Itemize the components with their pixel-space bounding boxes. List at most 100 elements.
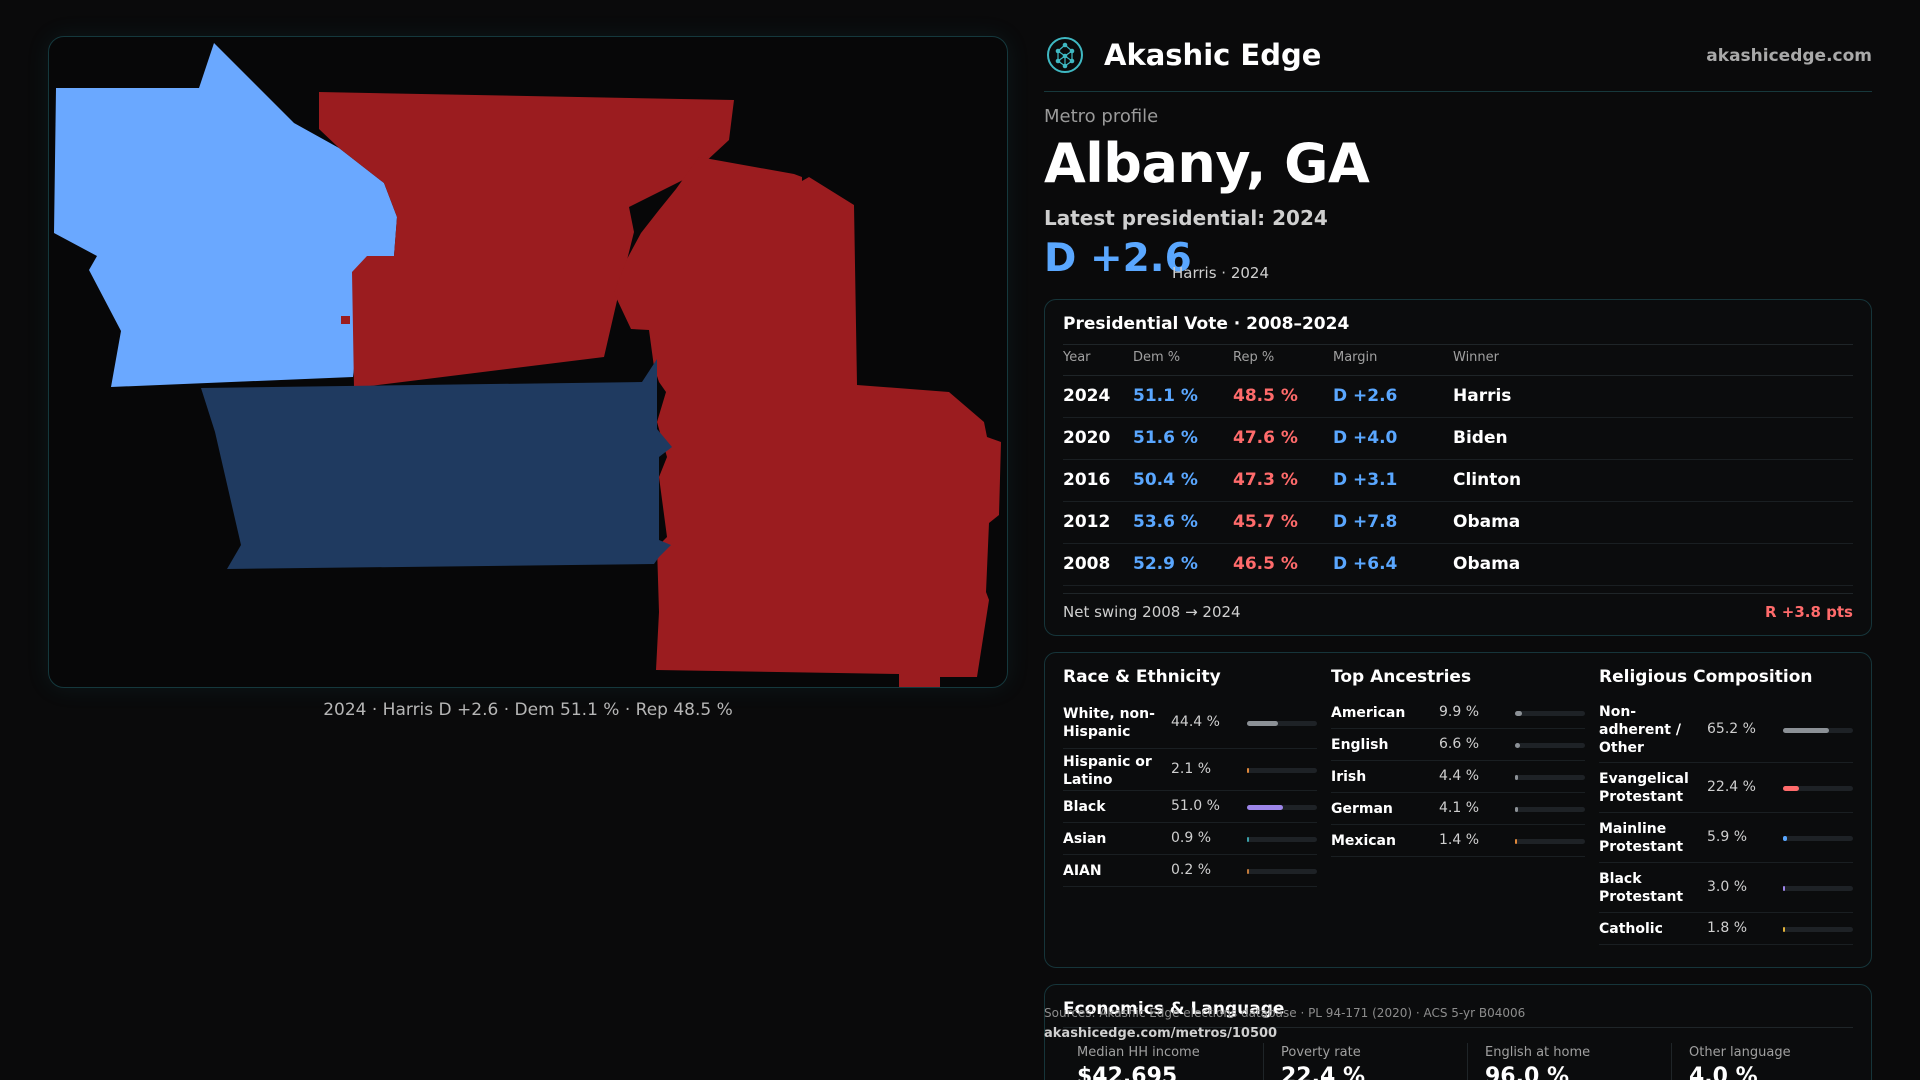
cell-dem: 53.6 % — [1133, 512, 1198, 532]
cell-rep: 47.3 % — [1233, 470, 1298, 490]
row-label: AIAN — [1063, 863, 1102, 879]
stat-value: 22.4 % — [1281, 1064, 1365, 1080]
row-percent: 1.4 % — [1439, 832, 1480, 848]
vote-table-header: Year Dem % Rep % Margin Winner — [1063, 350, 1853, 376]
table-row: 2020 51.6 % 47.6 % D +4.0 Biden — [1063, 418, 1853, 460]
economics-card: Economics & Language Median HH income $4… — [1044, 984, 1872, 1080]
race-title: Race & Ethnicity — [1063, 667, 1221, 687]
net-swing-value: R +3.8 pts — [1765, 603, 1853, 621]
latest-presidential-label: Latest presidential: 2024 — [1044, 206, 1328, 230]
bar-track — [1783, 728, 1853, 733]
bar-track — [1515, 775, 1585, 780]
row-label: Black Protestant — [1599, 871, 1684, 905]
bar-track — [1515, 839, 1585, 844]
cell-margin: D +3.1 — [1333, 470, 1398, 490]
bar-track — [1515, 743, 1585, 748]
stat-poverty-rate: Poverty rate 22.4 % — [1281, 1045, 1467, 1080]
list-item: Black 51.0 % — [1063, 791, 1317, 823]
table-row: 2012 53.6 % 45.7 % D +7.8 Obama — [1063, 502, 1853, 544]
col-header-winner: Winner — [1453, 350, 1500, 365]
cell-dem: 50.4 % — [1133, 470, 1198, 490]
bar-fill — [1783, 786, 1799, 791]
row-percent: 5.9 % — [1707, 829, 1748, 845]
row-label: Non-adherent / Other — [1599, 704, 1681, 756]
bar-fill — [1783, 886, 1786, 891]
cell-dem: 52.9 % — [1133, 554, 1198, 574]
row-percent: 2.1 % — [1171, 761, 1212, 777]
bar-fill — [1247, 805, 1283, 810]
county-northwest[interactable] — [54, 43, 397, 387]
cell-year: 2012 — [1063, 512, 1111, 532]
row-label: Black — [1063, 799, 1106, 815]
ancestry-list: American 9.9 % English 6.6 % Irish 4.4 % Germa… — [1331, 697, 1585, 857]
county-south[interactable] — [201, 359, 672, 569]
divider — [1263, 1043, 1264, 1080]
map-caption: 2024 · Harris D +2.6 · Dem 51.1 % · Rep … — [323, 700, 733, 720]
cell-year: 2016 — [1063, 470, 1111, 490]
county-map-svg — [54, 43, 1001, 687]
brand-url-link[interactable]: akashicedge.com — [1706, 46, 1872, 66]
profile-eyebrow: Metro profile — [1044, 106, 1159, 127]
bar-fill — [1783, 836, 1788, 841]
list-item: English 6.6 % — [1331, 729, 1585, 761]
demographics-card: Race & Ethnicity White, non-Hispanic 44.4… — [1044, 652, 1872, 968]
religion-title: Religious Composition — [1599, 667, 1813, 687]
cell-winner: Obama — [1453, 554, 1521, 574]
bar-fill — [1515, 807, 1518, 812]
bar-track — [1247, 869, 1317, 874]
row-percent: 1.8 % — [1707, 920, 1748, 936]
row-percent: 65.2 % — [1707, 721, 1756, 737]
stat-other-language: Other language 4.0 % — [1689, 1045, 1875, 1080]
col-header-dem: Dem % — [1133, 350, 1181, 365]
bar-track — [1783, 786, 1853, 791]
page-title: Albany, GA — [1044, 132, 1370, 195]
row-label: Irish — [1331, 769, 1367, 785]
religion-section: Religious Composition Non-adherent / Oth… — [1599, 667, 1853, 945]
row-label: American — [1331, 705, 1406, 721]
county-east[interactable] — [614, 157, 1001, 687]
cell-margin: D +6.4 — [1333, 554, 1398, 574]
bar-track — [1783, 886, 1853, 891]
list-item: Irish 4.4 % — [1331, 761, 1585, 793]
bar-track — [1247, 837, 1317, 842]
col-header-margin: Margin — [1333, 350, 1378, 365]
list-item: Asian 0.9 % — [1063, 823, 1317, 855]
cell-winner: Harris — [1453, 386, 1512, 406]
stat-value: 4.0 % — [1689, 1064, 1758, 1080]
list-item: Mexican 1.4 % — [1331, 825, 1585, 857]
divider — [1063, 1027, 1853, 1028]
bar-track — [1247, 768, 1317, 773]
bar-fill — [1783, 927, 1785, 932]
bar-fill — [1783, 728, 1829, 733]
row-percent: 51.0 % — [1171, 798, 1220, 814]
cell-margin: D +4.0 — [1333, 428, 1398, 448]
county-enclave — [341, 316, 350, 324]
metro-profile-panel: Akashic Edge akashicedge.com Metro profi… — [1044, 0, 1872, 1080]
row-percent: 22.4 % — [1707, 779, 1756, 795]
row-percent: 3.0 % — [1707, 879, 1748, 895]
list-item: Hispanic or Latino 2.1 % — [1063, 749, 1317, 791]
metro-url-link[interactable]: akashicedge.com/metros/10500 — [1044, 1026, 1278, 1041]
bar-fill — [1247, 869, 1249, 874]
bar-track — [1783, 927, 1853, 932]
bar-track — [1783, 836, 1853, 841]
county-north-central[interactable] — [319, 92, 734, 388]
list-item: Mainline Protestant 5.9 % — [1599, 813, 1853, 863]
ancestry-section: Top Ancestries American 9.9 % English 6.6 %… — [1331, 667, 1585, 857]
religion-list: Non-adherent / Other 65.2 % Evangelical Pr… — [1599, 697, 1853, 945]
county-map[interactable] — [48, 36, 1008, 688]
cell-rep: 45.7 % — [1233, 512, 1298, 532]
stat-value: 96.0 % — [1485, 1064, 1569, 1080]
cell-winner: Clinton — [1453, 470, 1522, 490]
row-label: Asian — [1063, 831, 1107, 847]
brand-header: Akashic Edge akashicedge.com — [1044, 32, 1872, 92]
cell-margin: D +7.8 — [1333, 512, 1398, 532]
list-item: Catholic 1.8 % — [1599, 913, 1853, 945]
divider — [1063, 593, 1853, 594]
table-row: 2016 50.4 % 47.3 % D +3.1 Clinton — [1063, 460, 1853, 502]
race-ethnicity-section: Race & Ethnicity White, non-Hispanic 44.4… — [1063, 667, 1317, 887]
row-percent: 0.9 % — [1171, 830, 1212, 846]
col-header-rep: Rep % — [1233, 350, 1275, 365]
cell-year: 2008 — [1063, 554, 1111, 574]
sources-note: Sources: Akashic Edge elections database… — [1044, 1006, 1526, 1020]
